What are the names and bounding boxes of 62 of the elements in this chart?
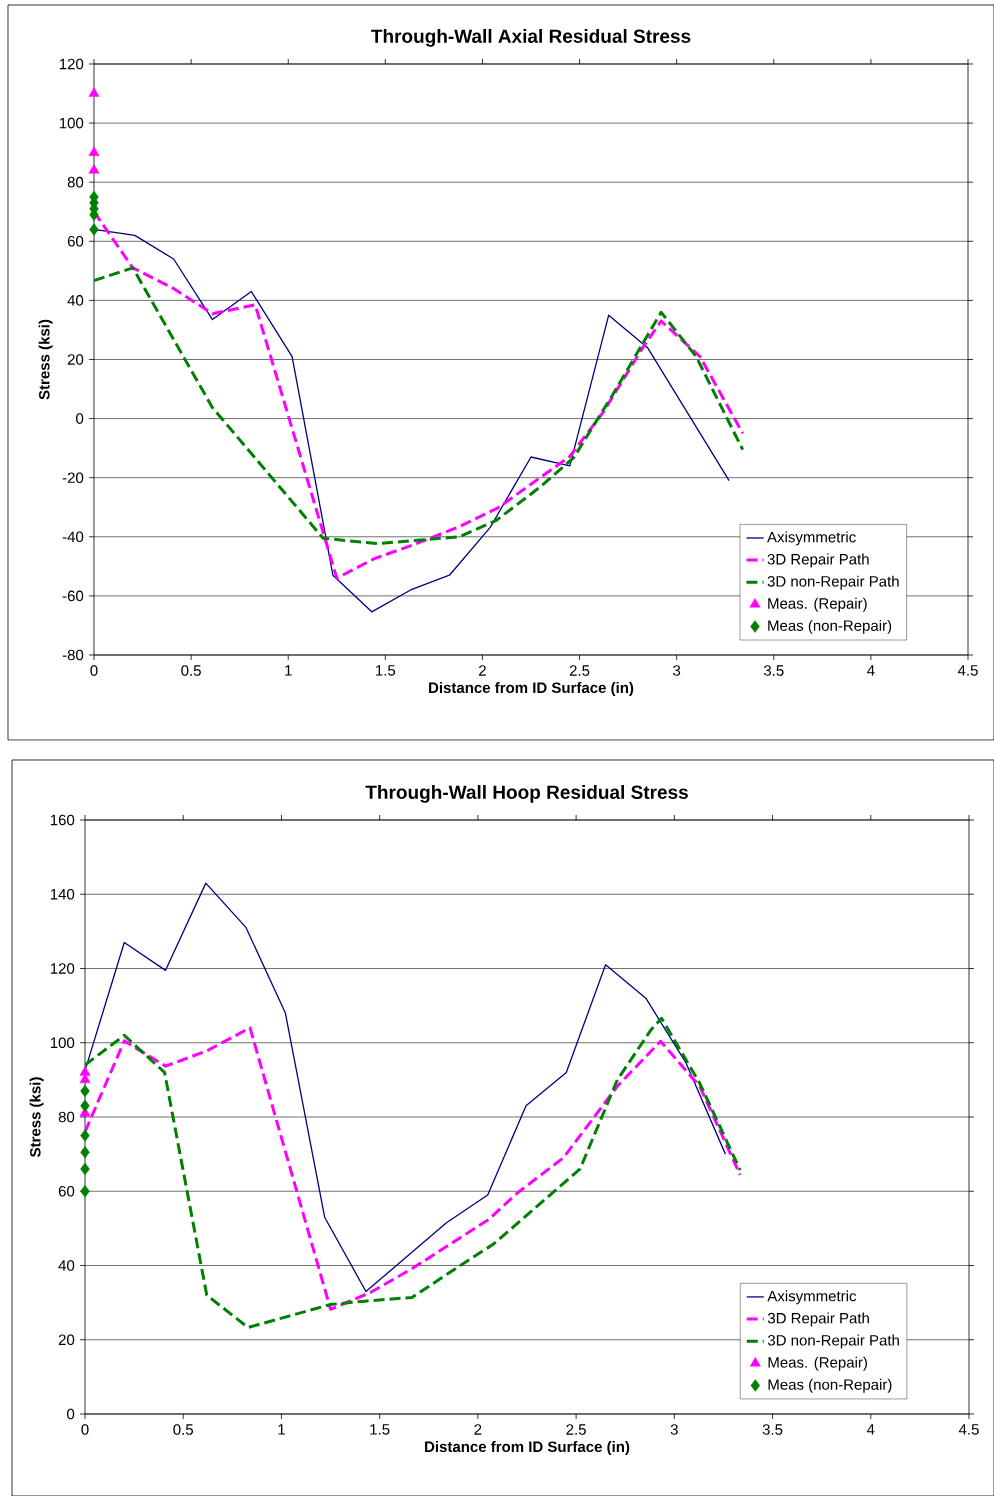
x-tick-label: 0 (90, 665, 98, 676)
legend-label: Meas. (Repair) (768, 597, 867, 612)
x-tick-label: 3 (673, 665, 681, 676)
x-axis-title: Distance from ID Surface (in) (425, 1441, 630, 1455)
chart-title: Through-Wall Hoop Residual Stress (365, 785, 688, 803)
legend-label: 3D non-Repair Path (767, 1334, 899, 1349)
legend-label: 3D Repair Path (767, 1312, 869, 1327)
y-tick-label: 40 (67, 295, 84, 306)
legend-label: 3D non-Repair Path (767, 575, 899, 590)
x-tick-label: 3 (670, 1424, 678, 1435)
point (80, 1129, 90, 1142)
legend-label: 3D Repair Path (767, 553, 869, 568)
x-tick-label: 2.5 (569, 665, 590, 676)
y-tick-label: 120 (50, 963, 75, 974)
point (80, 1099, 90, 1113)
y-tick-label: -20 (62, 472, 84, 483)
x-tick-label: 2 (474, 1424, 482, 1435)
legend-label: Meas (non-Repair) (768, 619, 892, 634)
chart-title: Through-Wall Axial Residual Stress (371, 28, 691, 47)
y-tick-label: 20 (58, 1334, 75, 1346)
y-tick-label: 0 (76, 413, 84, 424)
legend-label: Axisymmetric (767, 1290, 857, 1305)
y-tick-label: -40 (62, 531, 84, 543)
x-axis-title: Distance from ID Surface (in) (429, 682, 634, 696)
x-tick-label: 2.5 (566, 1424, 586, 1435)
line-series (94, 266, 745, 546)
x-tick-label: 4.5 (958, 1424, 979, 1435)
y-tick-label: 80 (67, 176, 84, 188)
x-tick-label: 1 (278, 1424, 285, 1435)
point (80, 1185, 90, 1198)
x-tick-label: 0.5 (173, 1424, 194, 1435)
legend-label: Meas (non-Repair) (768, 1378, 892, 1393)
point (80, 1146, 90, 1159)
point (80, 1084, 90, 1098)
x-tick-label: 3.5 (763, 665, 784, 676)
x-tick-label: 1.5 (370, 1424, 390, 1435)
y-tick-label: 60 (58, 1185, 75, 1197)
y-tick-label: 60 (67, 235, 84, 247)
y-tick-label: 40 (58, 1260, 75, 1271)
y-tick-label: 140 (50, 888, 75, 900)
x-tick-label: 1.5 (376, 665, 396, 676)
x-tick-label: 3.5 (762, 1424, 783, 1435)
y-tick-label: 100 (50, 1037, 75, 1049)
x-tick-label: 4 (866, 1424, 875, 1435)
x-tick-label: 1 (285, 665, 292, 676)
point (80, 1162, 90, 1176)
y-tick-label: 20 (67, 354, 84, 365)
x-tick-label: 2 (479, 665, 486, 676)
y-axis-title: Stress (ksi) (29, 1077, 44, 1157)
y-tick-label: -80 (62, 649, 84, 661)
y-tick-label: 80 (58, 1111, 75, 1123)
legend-label: Axisymmetric (767, 531, 856, 546)
y-tick-label: -60 (62, 590, 84, 602)
y-axis-title: Stress (ksi) (38, 319, 53, 400)
x-tick-label: 4 (867, 665, 875, 676)
legend-label: Meas. (Repair) (768, 1356, 867, 1371)
y-tick-label: 160 (50, 814, 75, 826)
y-tick-label: 120 (59, 58, 84, 70)
y-tick-label: 0 (67, 1408, 75, 1420)
x-tick-label: 0.5 (181, 665, 201, 676)
y-tick-label: 100 (59, 117, 84, 129)
x-tick-label: 4.5 (957, 665, 978, 676)
